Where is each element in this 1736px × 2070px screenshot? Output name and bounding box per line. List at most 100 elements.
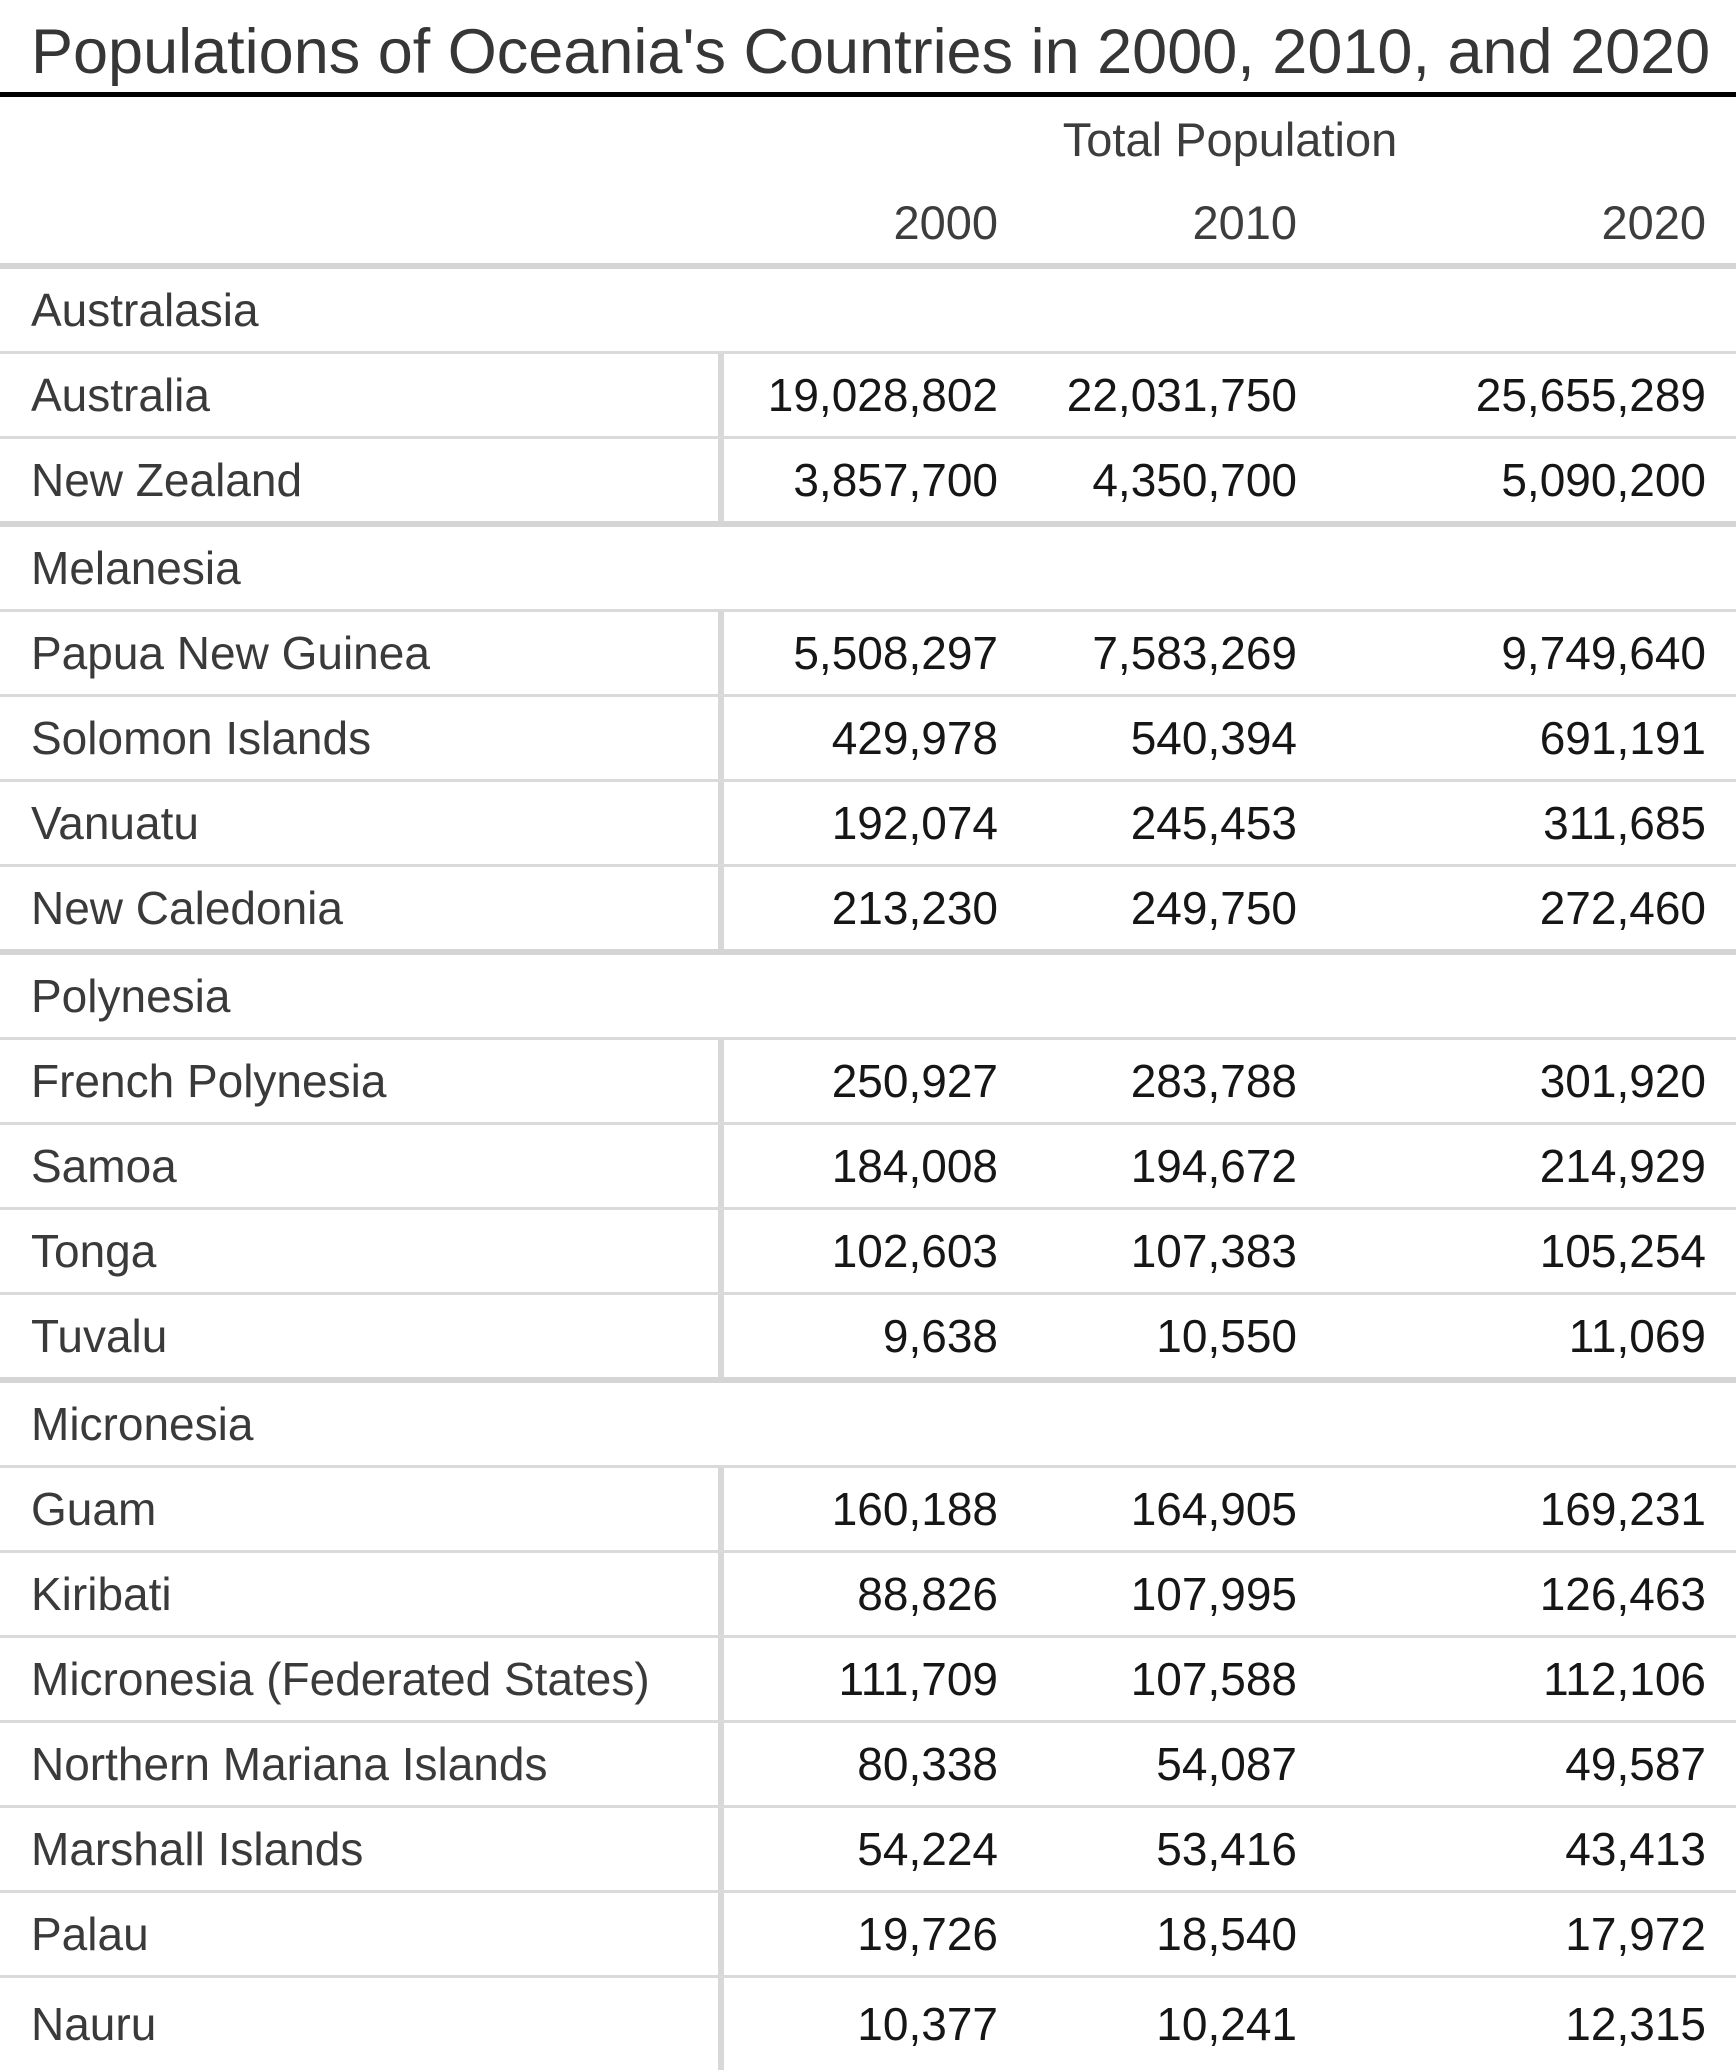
- column-header-2020: 2020: [1601, 195, 1706, 249]
- country-name: Nauru: [31, 1998, 157, 2050]
- table-row: Guam 160,188 164,905 169,231: [0, 1465, 1736, 1550]
- row-divider: 80,338 54,087 49,587: [718, 1723, 1736, 1805]
- population-2010: 283,788: [1130, 1055, 1297, 1107]
- population-2020: 214,929: [1539, 1140, 1706, 1192]
- table-row: Marshall Islands 54,224 53,416 43,413: [0, 1805, 1736, 1890]
- country-name: Vanuatu: [31, 797, 199, 849]
- table-row: Kiribati 88,826 107,995 126,463: [0, 1550, 1736, 1635]
- table-row: Tuvalu 9,638 10,550 11,069: [0, 1292, 1736, 1377]
- population-2020: 17,972: [1565, 1908, 1706, 1960]
- table-section: Micronesia Guam 160,188 164,905 169,231 …: [0, 1377, 1736, 2070]
- row-divider: 5,508,297 7,583,269 9,749,640: [718, 612, 1736, 694]
- population-2000: 19,726: [857, 1908, 998, 1960]
- population-2020: 9,749,640: [1501, 627, 1706, 679]
- table-row: Palau 19,726 18,540 17,972: [0, 1890, 1736, 1975]
- year-header-spacer: [0, 181, 718, 263]
- population-2010: 107,995: [1130, 1568, 1297, 1620]
- population-2020: 49,587: [1565, 1738, 1706, 1790]
- population-table: Total Population 2000 2010 2020 Australa…: [0, 97, 1736, 2070]
- population-2010: 107,383: [1130, 1225, 1297, 1277]
- table-section: Polynesia French Polynesia 250,927 283,7…: [0, 949, 1736, 1377]
- population-2020: 126,463: [1539, 1568, 1706, 1620]
- population-2010: 10,241: [1156, 1998, 1297, 2050]
- section-header-label: Polynesia: [31, 970, 231, 1022]
- population-2010: 53,416: [1156, 1823, 1297, 1875]
- section-header-label: Australasia: [31, 284, 259, 336]
- row-divider: 54,224 53,416 43,413: [718, 1808, 1736, 1890]
- row-divider: 250,927 283,788 301,920: [718, 1040, 1736, 1122]
- row-divider: 9,638 10,550 11,069: [718, 1295, 1736, 1377]
- population-2010: 18,540: [1156, 1908, 1297, 1960]
- country-name: New Caledonia: [31, 882, 343, 934]
- population-2020: 25,655,289: [1475, 369, 1706, 421]
- population-2000: 429,978: [831, 712, 998, 764]
- population-2020: 311,685: [1543, 797, 1706, 849]
- page-title: Populations of Oceania's Countries in 20…: [31, 17, 1711, 87]
- table-row: Nauru 10,377 10,241 12,315: [0, 1975, 1736, 2070]
- table-row: Micronesia (Federated States) 111,709 10…: [0, 1635, 1736, 1720]
- population-2000: 213,230: [831, 882, 998, 934]
- table-row: Samoa 184,008 194,672 214,929: [0, 1122, 1736, 1207]
- country-name: Tonga: [31, 1225, 157, 1277]
- population-2020: 272,460: [1539, 882, 1706, 934]
- year-header-row: 2000 2010 2020: [0, 181, 1736, 263]
- table-row: Papua New Guinea 5,508,297 7,583,269 9,7…: [0, 609, 1736, 694]
- section-header-row: Australasia: [0, 263, 1736, 351]
- country-name: Papua New Guinea: [31, 627, 430, 679]
- country-name: New Zealand: [31, 454, 303, 506]
- table-row: New Caledonia 213,230 249,750 272,460: [0, 864, 1736, 949]
- population-2020: 12,315: [1565, 1998, 1706, 2050]
- column-header-2010: 2010: [1192, 195, 1297, 249]
- row-divider: 19,726 18,540 17,972: [718, 1893, 1736, 1975]
- table-row: Australia 19,028,802 22,031,750 25,655,2…: [0, 351, 1736, 436]
- population-2000: 3,857,700: [793, 454, 998, 506]
- population-2020: 169,231: [1539, 1483, 1706, 1535]
- row-divider: 160,188 164,905 169,231: [718, 1468, 1736, 1550]
- population-2020: 301,920: [1539, 1055, 1706, 1107]
- population-2020: 11,069: [1568, 1310, 1706, 1362]
- section-header-label: Melanesia: [31, 542, 241, 594]
- population-2000: 250,927: [831, 1055, 998, 1107]
- population-2010: 245,453: [1130, 797, 1297, 849]
- country-name: Palau: [31, 1908, 149, 1960]
- country-name: Solomon Islands: [31, 712, 372, 764]
- row-divider: 111,709 107,588 112,106: [718, 1638, 1736, 1720]
- country-name: Marshall Islands: [31, 1823, 364, 1875]
- population-2010: 54,087: [1156, 1738, 1297, 1790]
- section-header-label: Micronesia: [31, 1398, 254, 1450]
- population-2000: 192,074: [831, 797, 998, 849]
- country-name: Kiribati: [31, 1568, 172, 1620]
- population-2020: 691,191: [1539, 712, 1706, 764]
- population-2000: 102,603: [831, 1225, 998, 1277]
- section-header-row: Melanesia: [0, 521, 1736, 609]
- population-2000: 54,224: [857, 1823, 998, 1875]
- country-name: Australia: [31, 369, 210, 421]
- table-row: Tonga 102,603 107,383 105,254: [0, 1207, 1736, 1292]
- table-section: Melanesia Papua New Guinea 5,508,297 7,5…: [0, 521, 1736, 949]
- population-2010: 10,550: [1156, 1310, 1297, 1362]
- population-2020: 105,254: [1539, 1225, 1706, 1277]
- section-header-row: Micronesia: [0, 1377, 1736, 1465]
- row-divider: 3,857,700 4,350,700 5,090,200: [718, 439, 1736, 521]
- section-header-row: Polynesia: [0, 949, 1736, 1037]
- population-2010: 22,031,750: [1066, 369, 1297, 421]
- population-2000: 111,709: [838, 1653, 998, 1705]
- row-divider: 184,008 194,672 214,929: [718, 1125, 1736, 1207]
- table-row: New Zealand 3,857,700 4,350,700 5,090,20…: [0, 436, 1736, 521]
- population-2000: 9,638: [882, 1310, 998, 1362]
- row-divider: 102,603 107,383 105,254: [718, 1210, 1736, 1292]
- group-header-spacer: [0, 97, 724, 181]
- population-2010: 4,350,700: [1092, 454, 1297, 506]
- row-divider: 213,230 249,750 272,460: [718, 867, 1736, 949]
- population-2010: 107,588: [1130, 1653, 1297, 1705]
- country-name: Guam: [31, 1483, 157, 1535]
- group-header-row: Total Population: [0, 97, 1736, 181]
- population-2020: 112,106: [1543, 1653, 1706, 1705]
- population-2000: 19,028,802: [767, 369, 998, 421]
- row-divider: 192,074 245,453 311,685: [718, 782, 1736, 864]
- population-2010: 540,394: [1130, 712, 1297, 764]
- country-name: French Polynesia: [31, 1055, 387, 1107]
- table-section: Australasia Australia 19,028,802 22,031,…: [0, 263, 1736, 521]
- population-2020: 43,413: [1565, 1823, 1706, 1875]
